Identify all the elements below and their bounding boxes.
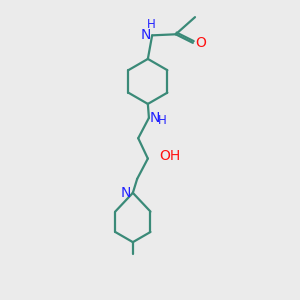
- Text: N: N: [141, 28, 151, 42]
- Text: H: H: [158, 113, 167, 127]
- Text: H: H: [147, 18, 155, 31]
- Text: N: N: [121, 186, 131, 200]
- Text: N: N: [150, 111, 160, 125]
- Text: O: O: [196, 36, 206, 50]
- Text: OH: OH: [160, 149, 181, 163]
